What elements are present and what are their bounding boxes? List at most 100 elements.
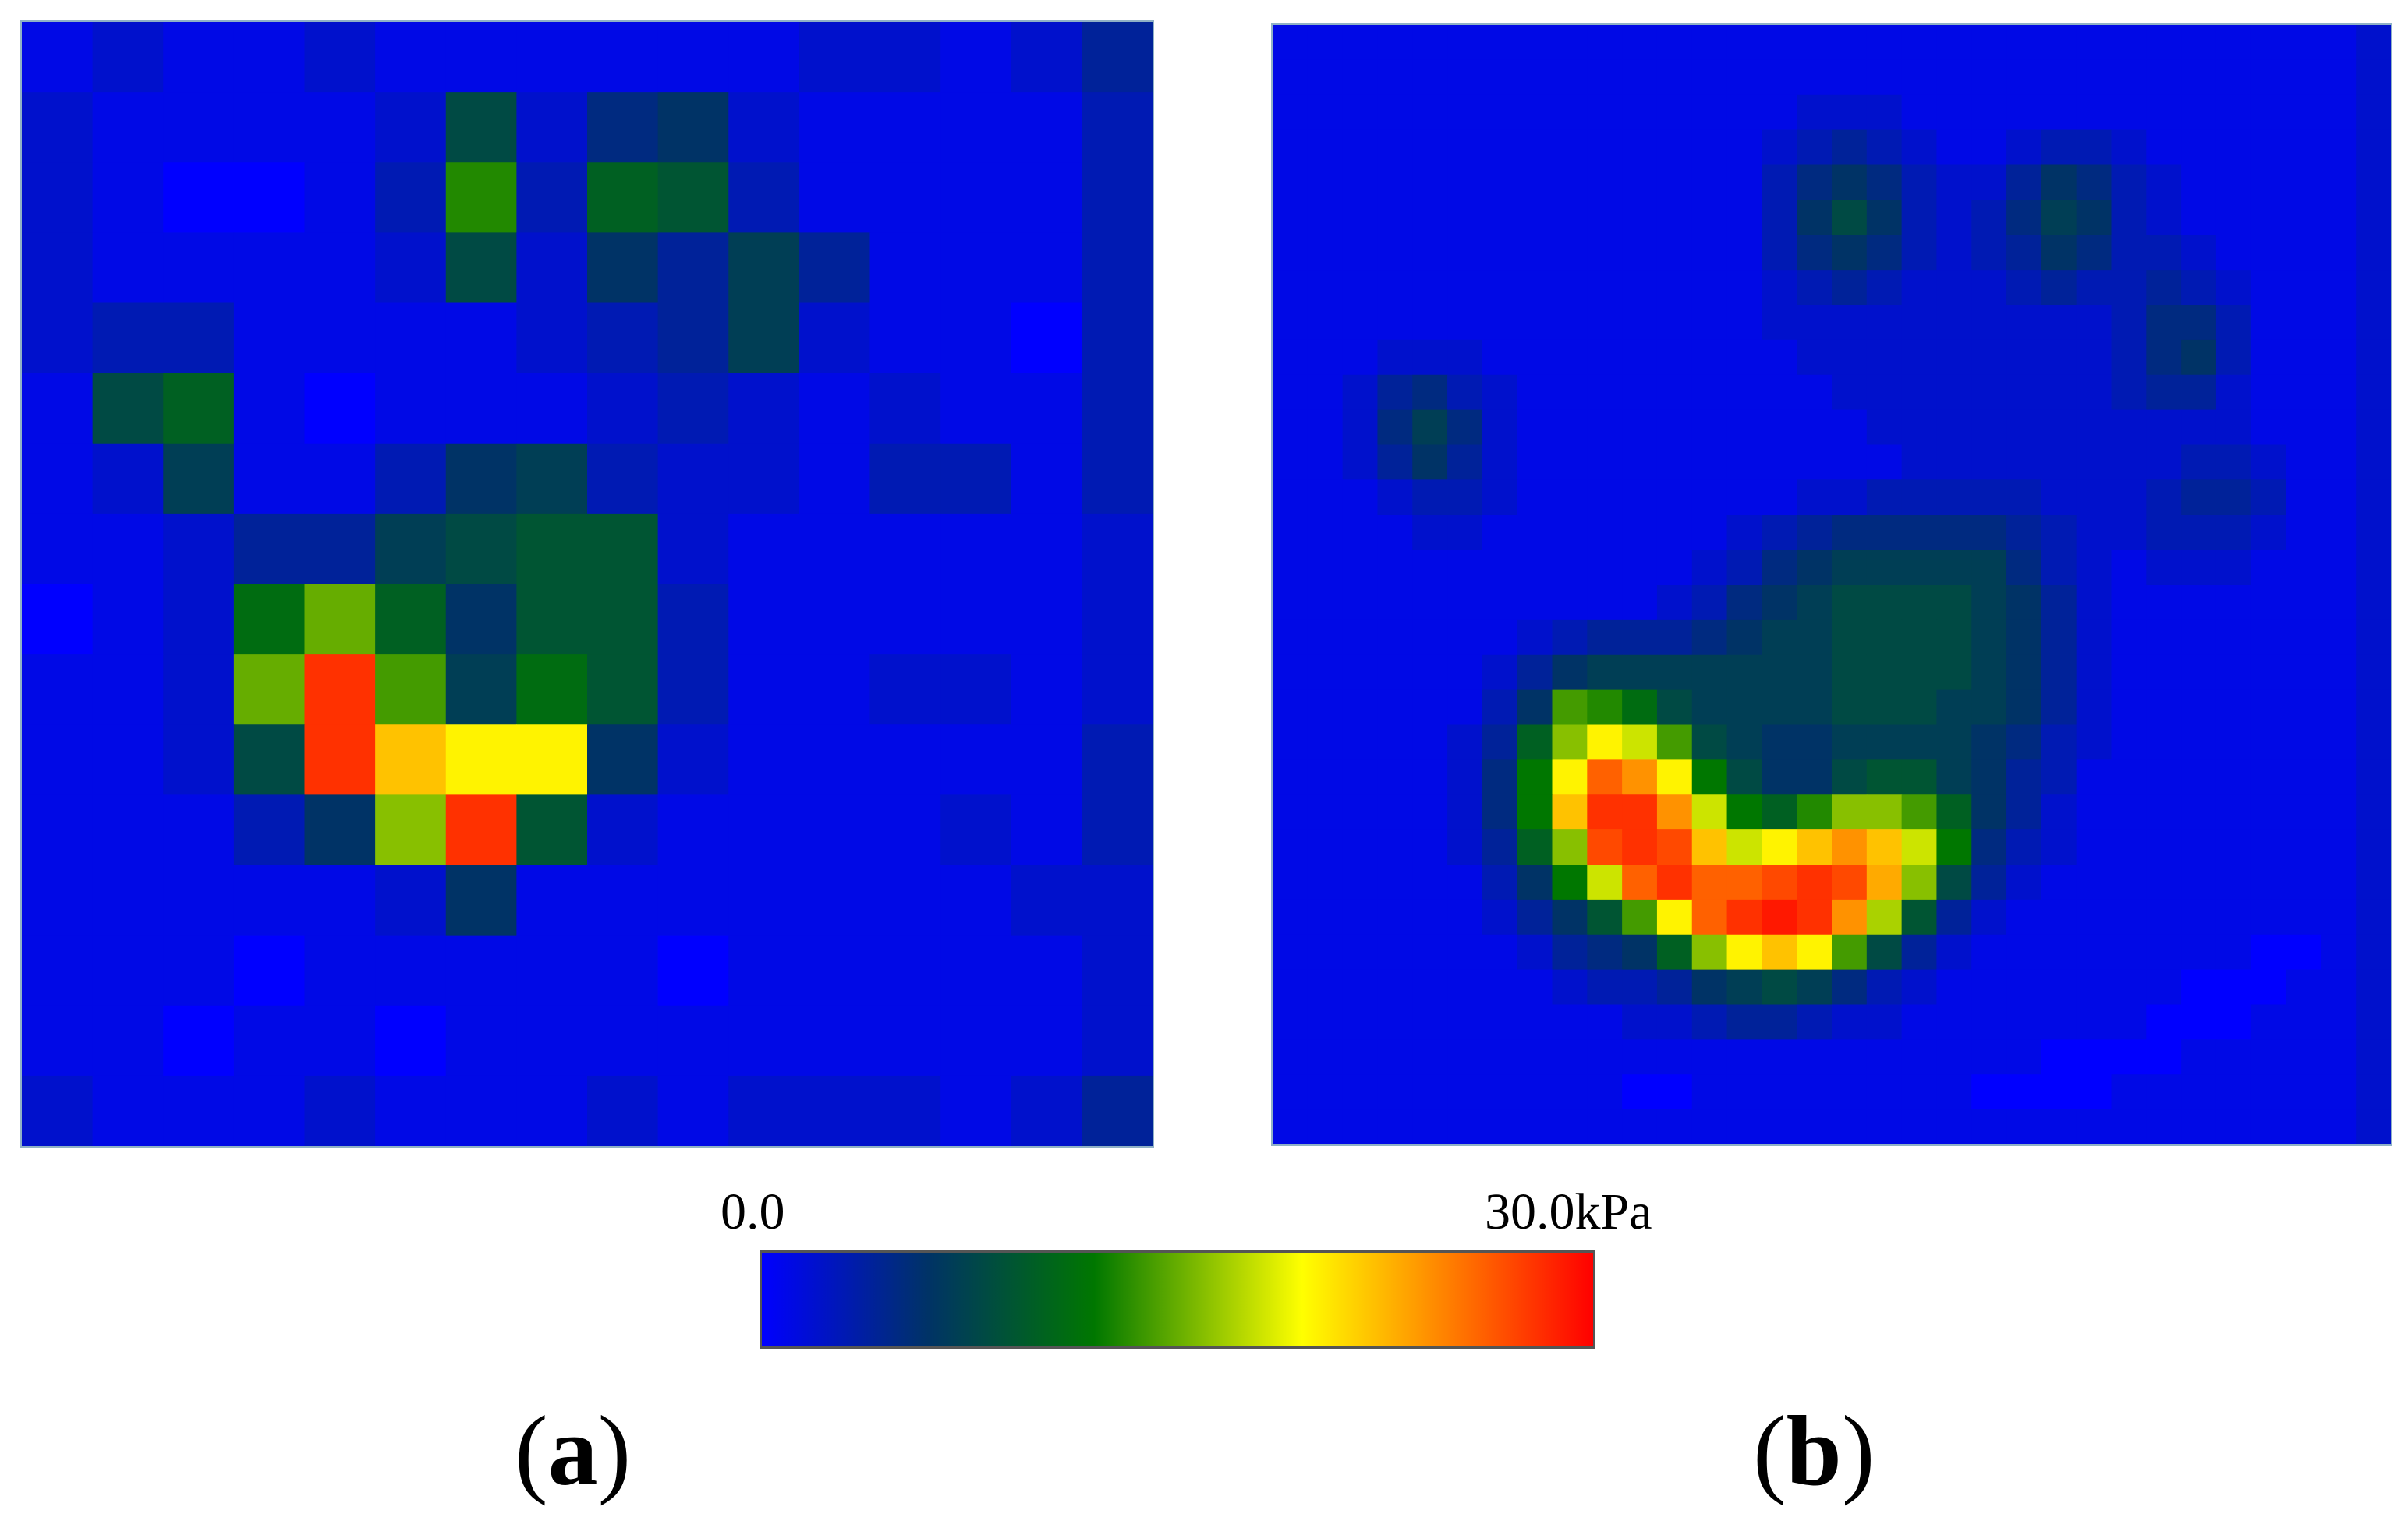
heatmap-a-cell <box>304 92 376 163</box>
heatmap-b-cell <box>1447 585 1483 621</box>
heatmap-b-cell <box>2286 305 2321 341</box>
heatmap-b-cell <box>1517 200 1553 235</box>
heatmap-b-cell <box>1691 339 1728 376</box>
heatmap-b-cell <box>1866 270 1903 306</box>
heatmap-a-cell <box>940 654 1012 725</box>
heatmap-b-cell <box>1622 129 1658 166</box>
heatmap-a-cell <box>1082 865 1153 936</box>
heatmap-b-cell <box>1762 1039 1797 1075</box>
heatmap-a-cell <box>587 22 659 93</box>
heatmap-b-cell <box>1482 689 1518 726</box>
heatmap-b-cell <box>1901 550 1938 585</box>
heatmap-b-cell <box>2181 305 2217 341</box>
heatmap-a-cell <box>799 935 871 1006</box>
heatmap-b-cell <box>1691 235 1728 271</box>
panel-b-open-paren: ( <box>1753 1395 1787 1506</box>
heatmap-a-cell <box>445 654 517 725</box>
heatmap-b-cell <box>1901 759 1938 795</box>
heatmap-b-cell <box>1307 235 1344 271</box>
heatmap-b-cell <box>2006 899 2042 936</box>
heatmap-b-cell <box>1447 479 1483 515</box>
heatmap-b-cell <box>2250 1004 2287 1040</box>
heatmap-a-cell <box>587 302 659 374</box>
heatmap-b-cell <box>1342 305 1379 341</box>
heatmap-a-cell <box>516 654 588 725</box>
heatmap-b-cell <box>1412 129 1448 166</box>
heatmap-b-cell <box>1552 759 1588 795</box>
heatmap-b-cell <box>2250 585 2287 621</box>
heatmap-a-cell <box>587 162 659 233</box>
heatmap-b-cell <box>1412 689 1448 726</box>
heatmap-a-cell <box>233 865 306 936</box>
heatmap-a-cell <box>92 162 164 233</box>
heatmap-b-cell <box>2181 654 2217 691</box>
heatmap-b-cell <box>2006 1039 2042 1075</box>
heatmap-b-cell <box>1307 654 1344 691</box>
heatmap-b-cell <box>1482 550 1518 585</box>
heatmap-b-cell <box>2146 1074 2182 1110</box>
heatmap-b-cell <box>2006 164 2042 200</box>
heatmap-b-cell <box>1342 1074 1379 1110</box>
heatmap-a-cell <box>869 22 941 93</box>
heatmap-b-cell <box>1412 654 1448 691</box>
heatmap-b-cell <box>2250 515 2287 550</box>
heatmap-b-cell <box>1691 374 1728 411</box>
heatmap-b-cell <box>1797 829 1833 865</box>
heatmap-b-cell <box>1552 200 1588 235</box>
heatmap-b-cell <box>1622 934 1658 971</box>
heatmap-b-cell <box>2215 689 2252 726</box>
heatmap-b-cell <box>1587 585 1623 621</box>
heatmap-b-cell <box>1936 479 1972 515</box>
heatmap-b-cell <box>1377 619 1413 656</box>
heatmap-b-cell <box>1691 1004 1728 1040</box>
heatmap-b-cell <box>2286 235 2321 271</box>
heatmap-a-cell <box>587 513 659 585</box>
heatmap-a-cell <box>92 935 164 1006</box>
heatmap-b-cell <box>1691 969 1728 1006</box>
heatmap-a-cell <box>516 373 588 444</box>
heatmap-b-cell <box>1656 550 1693 585</box>
heatmap-b-cell <box>1587 235 1623 271</box>
heatmap-b-cell <box>1307 164 1344 200</box>
heatmap-b-cell <box>1866 865 1903 900</box>
heatmap-b-cell <box>1307 305 1344 341</box>
heatmap-b-cell <box>1552 339 1588 376</box>
heatmap-a-cell <box>516 865 588 936</box>
heatmap-b-cell <box>2356 444 2391 480</box>
heatmap-b-cell <box>1482 59 1518 96</box>
heatmap-b-cell <box>2286 619 2321 656</box>
heatmap-b-cell <box>2181 550 2217 585</box>
heatmap-b-cell <box>1273 759 1308 795</box>
heatmap-b-cell <box>1726 164 1762 200</box>
heatmap-b-cell <box>1342 515 1379 550</box>
heatmap-b-cell <box>1587 689 1623 726</box>
heatmap-a-cell <box>163 443 235 515</box>
heatmap-b-cell <box>1866 724 1903 760</box>
heatmap-a-cell <box>92 1005 164 1077</box>
heatmap-b-cell <box>1412 619 1448 656</box>
heatmap-b-cell <box>2006 235 2042 271</box>
heatmap-a-cell <box>1011 232 1082 304</box>
heatmap-a-cell <box>1082 22 1153 93</box>
heatmap-b-cell <box>2006 619 2042 656</box>
heatmap-b-cell <box>1866 550 1903 585</box>
heatmap-b-cell <box>1622 94 1658 131</box>
heatmap-b-cell <box>2215 934 2252 971</box>
heatmap-b-cell <box>1832 339 1868 376</box>
heatmap-b-cell <box>1552 129 1588 166</box>
heatmap-b-cell <box>1517 374 1553 411</box>
heatmap-b-cell <box>1482 94 1518 131</box>
heatmap-b-cell <box>2181 59 2217 96</box>
heatmap-a-cell <box>940 584 1012 655</box>
heatmap-a-cell <box>163 865 235 936</box>
heatmap-b-cell <box>1971 339 2007 376</box>
heatmap-b-cell <box>1587 934 1623 971</box>
heatmap-b-cell <box>1866 444 1903 480</box>
heatmap-b-cell <box>2006 515 2042 550</box>
heatmap-b-cell <box>1342 1109 1379 1144</box>
heatmap-b-cell <box>1936 899 1972 936</box>
heatmap-b-cell <box>1273 550 1308 585</box>
heatmap-b-cell <box>2041 339 2077 376</box>
heatmap-b-cell <box>2250 899 2287 936</box>
heatmap-b-cell <box>1762 724 1797 760</box>
